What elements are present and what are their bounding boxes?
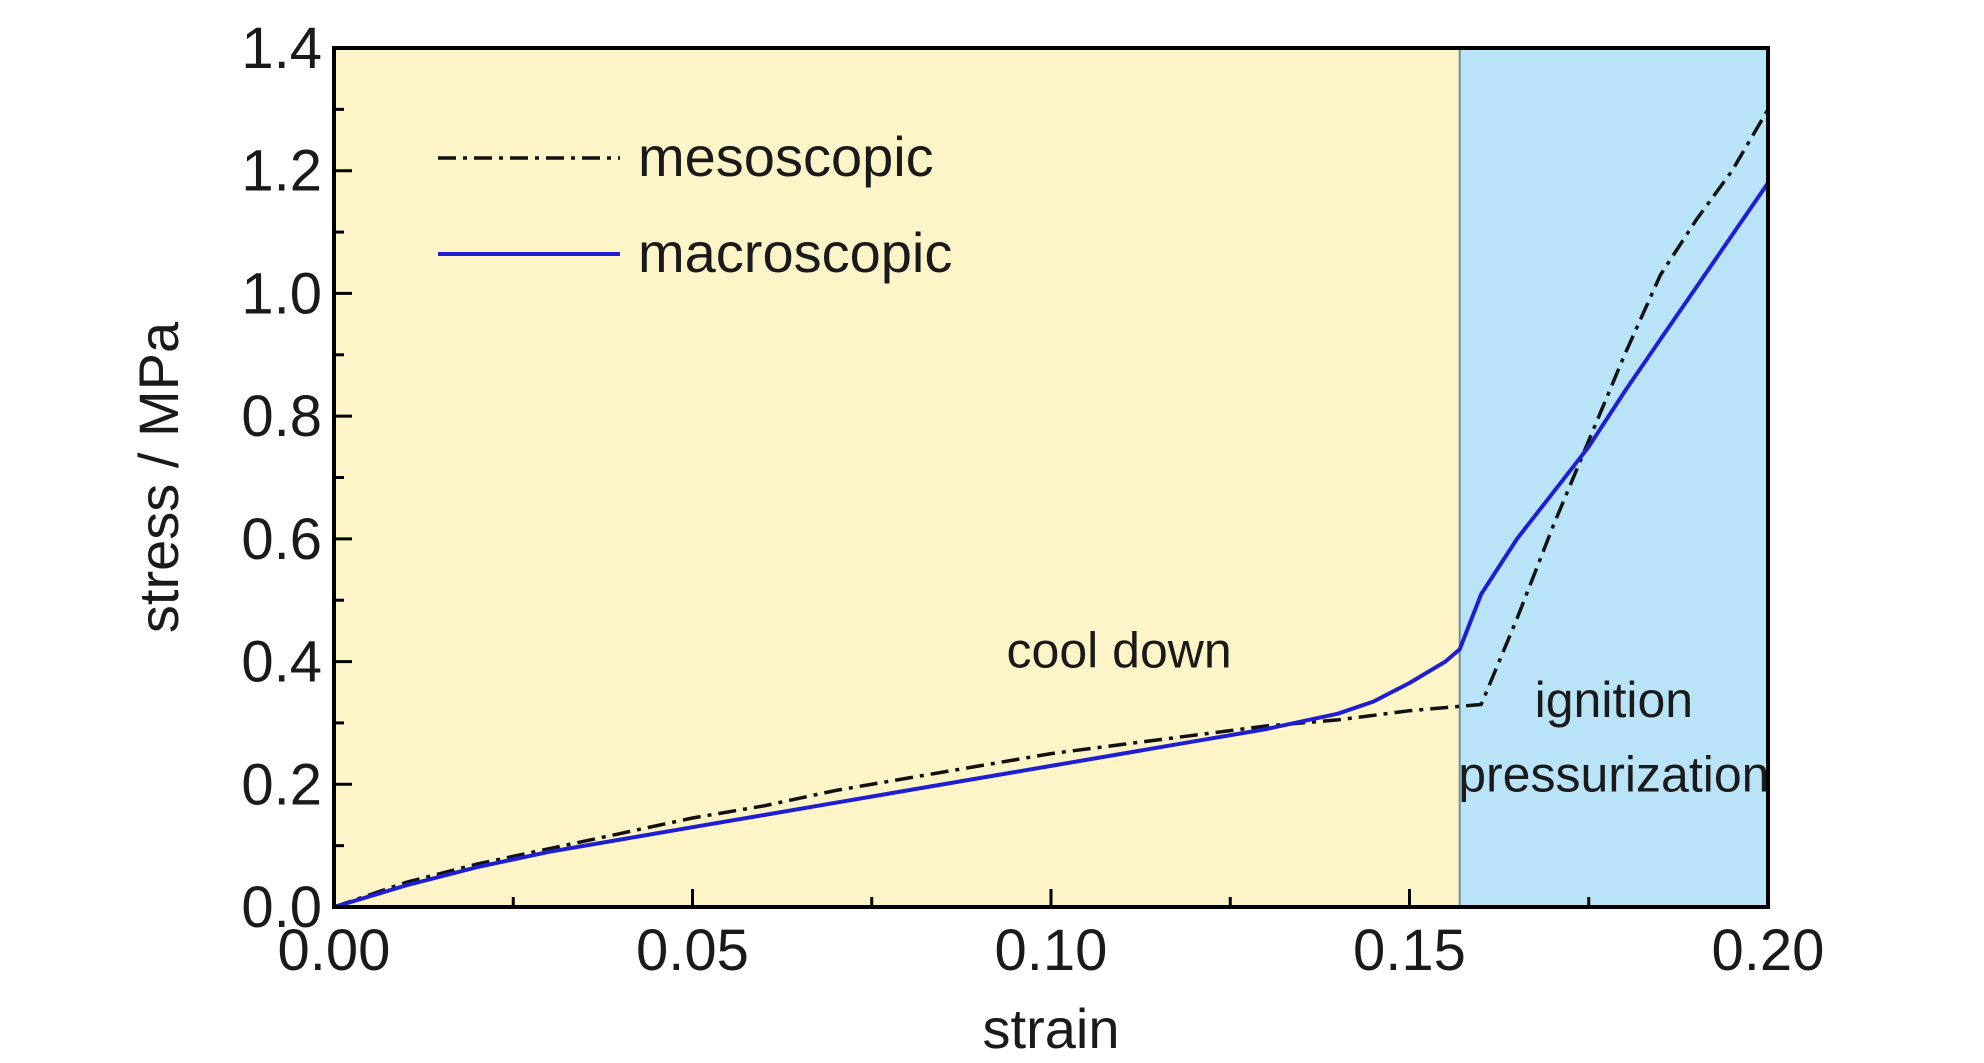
- region-labels: cool down ignition pressurization: [1007, 623, 1770, 803]
- series-lines: [333, 108, 1770, 909]
- region-cool-down: [334, 48, 1460, 907]
- x-tick-label: 0.20: [1712, 918, 1825, 983]
- series-line-mesoscopic: [333, 108, 1770, 909]
- y-axis-title: stress / MPa: [127, 321, 190, 633]
- y-axis-ticks: 0.0 0.2 0.4 0.6 0.8 1.0 1.2 1.4: [241, 16, 352, 940]
- series-line-macroscopic: [333, 181, 1770, 909]
- legend: mesoscopic macroscopic: [438, 125, 952, 284]
- y-tick-label: 1.0: [241, 261, 322, 326]
- legend-label-macroscopic: macroscopic: [638, 221, 952, 284]
- y-tick-label: 1.2: [241, 139, 322, 204]
- x-tick-label: 0.00: [278, 918, 391, 983]
- legend-label-mesoscopic: mesoscopic: [638, 125, 934, 188]
- region-label: ignition: [1535, 672, 1693, 728]
- x-tick-label: 0.10: [995, 918, 1108, 983]
- y-tick-label: 0.6: [241, 507, 322, 572]
- x-axis-ticks: 0.00 0.05 0.10 0.15 0.20: [278, 889, 1825, 983]
- region-label: pressurization: [1458, 747, 1769, 803]
- y-tick-label: 0.0: [241, 875, 322, 940]
- y-tick-label: 0.2: [241, 752, 322, 817]
- y-tick-label: 0.8: [241, 384, 322, 449]
- x-axis-title: strain: [983, 997, 1120, 1060]
- region-label: cool down: [1007, 623, 1232, 679]
- y-tick-label: 0.4: [241, 630, 322, 695]
- x-tick-label: 0.05: [636, 918, 749, 983]
- x-tick-label: 0.15: [1353, 918, 1466, 983]
- y-tick-label: 1.4: [241, 16, 322, 81]
